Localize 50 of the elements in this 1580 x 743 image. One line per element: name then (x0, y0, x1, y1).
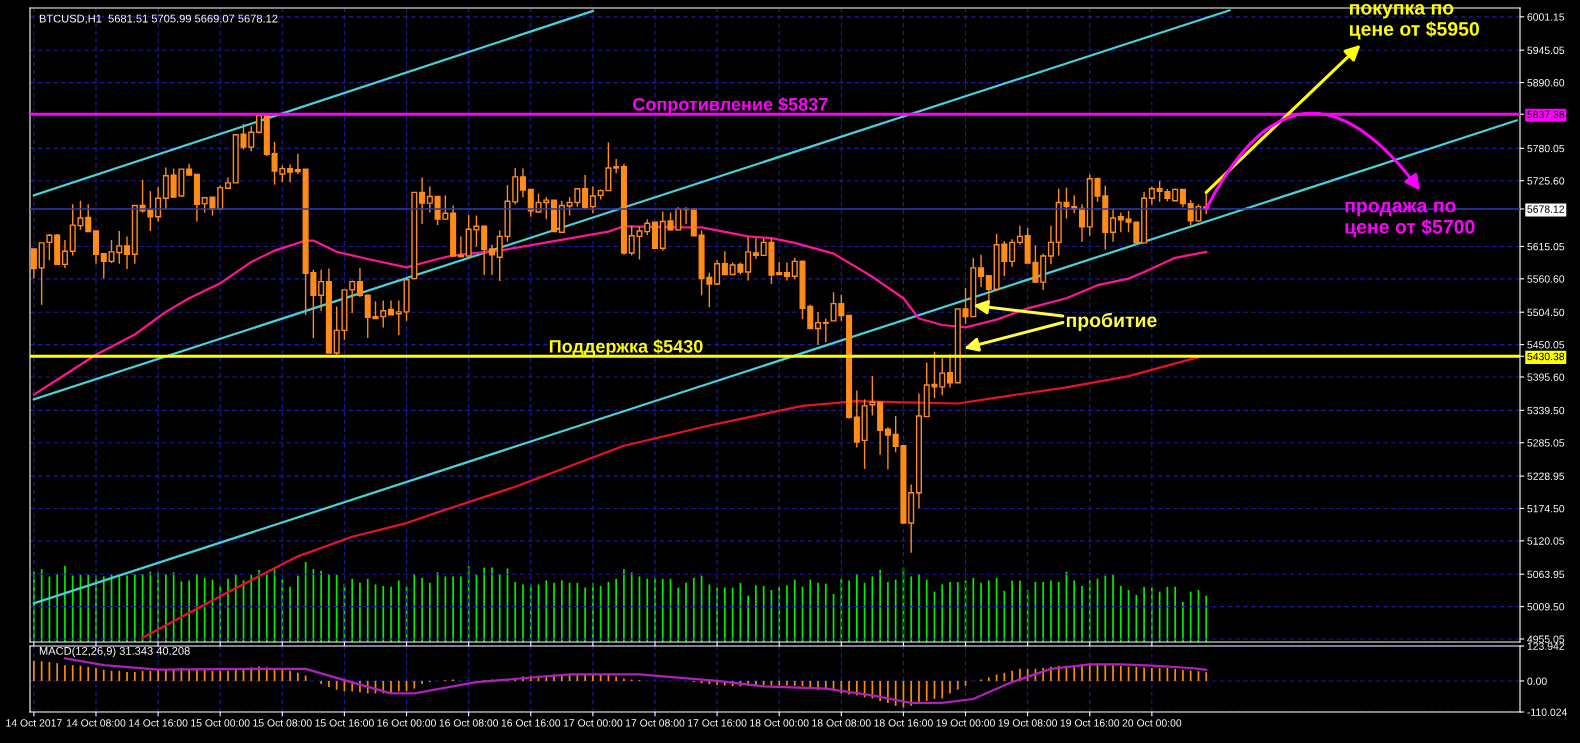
x-tick-label: 18 Oct 16:00 (874, 719, 933, 727)
annotation: продажа по цене от $5700 (1345, 201, 1475, 238)
x-tick-label: 15 Oct 16:00 (315, 719, 374, 727)
x-tick-label: 19 Oct 00:00 (936, 719, 995, 727)
y-tick-label: 5430.38 (1527, 352, 1565, 361)
x-tick-label: 15 Oct 00:00 (191, 719, 250, 727)
y-tick-label: 5890.60 (1527, 79, 1565, 87)
y-tick-label: 5615.05 (1527, 242, 1565, 251)
y-tick-label: 5174.50 (1527, 504, 1565, 513)
x-tick-label: 17 Oct 16:00 (688, 719, 747, 727)
y-tick-label: 5837.38 (1527, 110, 1565, 119)
x-tick-label: 19 Oct 16:00 (1060, 719, 1120, 727)
annotation: пробитие (1066, 312, 1157, 331)
x-tick-label: 14 Oct 16:00 (129, 719, 188, 727)
y-tick-label: -110.024 (1527, 708, 1567, 716)
y-tick-label: 5780.05 (1527, 144, 1565, 153)
ref-line-label: Сопротивление $5837 (633, 97, 828, 115)
chart-title: MACD(12,26,9) 31.343 40.208 (39, 646, 190, 658)
x-tick-label: 20 Oct 00:00 (1122, 719, 1182, 727)
x-tick-label: 18 Oct 08:00 (812, 719, 871, 727)
x-tick-label: 16 Oct 00:00 (377, 719, 436, 727)
y-tick-label: 5945.05 (1527, 46, 1565, 55)
y-tick-label: 5063.95 (1527, 570, 1565, 579)
x-tick-label: 16 Oct 16:00 (501, 719, 561, 727)
y-tick-label: 5504.50 (1527, 308, 1565, 317)
y-tick-label: 4955.05 (1527, 635, 1565, 643)
y-tick-label: 5560.60 (1527, 275, 1565, 283)
x-tick-label: 14 Oct 08:00 (66, 719, 126, 727)
x-tick-label: 15 Oct 08:00 (253, 719, 312, 727)
x-tick-label: 17 Oct 00:00 (563, 719, 623, 727)
annotation: покупка по цене от $5950 (1350, 4, 1479, 40)
ref-line-label: Поддержка $5430 (549, 339, 703, 357)
y-tick-label: 5285.05 (1527, 439, 1565, 447)
y-tick-label: 5395.60 (1527, 373, 1565, 381)
y-tick-label: 5120.05 (1527, 537, 1565, 545)
x-tick-label: 17 Oct 08:00 (625, 719, 685, 727)
x-tick-label: 14 Oct 2017 (6, 719, 62, 727)
y-tick-label: 123.942 (1527, 642, 1565, 650)
y-tick-label: 5228.95 (1527, 472, 1565, 480)
y-tick-label: 5339.50 (1527, 406, 1565, 415)
y-tick-label: 0.00 (1527, 677, 1547, 685)
x-tick-label: 16 Oct 08:00 (439, 719, 499, 727)
y-tick-label: 6001.15 (1527, 13, 1565, 21)
y-tick-label: 5009.50 (1527, 603, 1565, 611)
x-tick-label: 18 Oct 00:00 (750, 719, 809, 727)
y-tick-label: 5678.12 (1527, 205, 1565, 213)
x-tick-label: 19 Oct 08:00 (998, 719, 1058, 727)
y-tick-label: 5450.05 (1527, 341, 1565, 349)
y-tick-label: 5725.60 (1527, 177, 1565, 185)
text: BTCUSD,H1 5681.51 5705.99 5669.07 5678.12 (39, 14, 278, 24)
